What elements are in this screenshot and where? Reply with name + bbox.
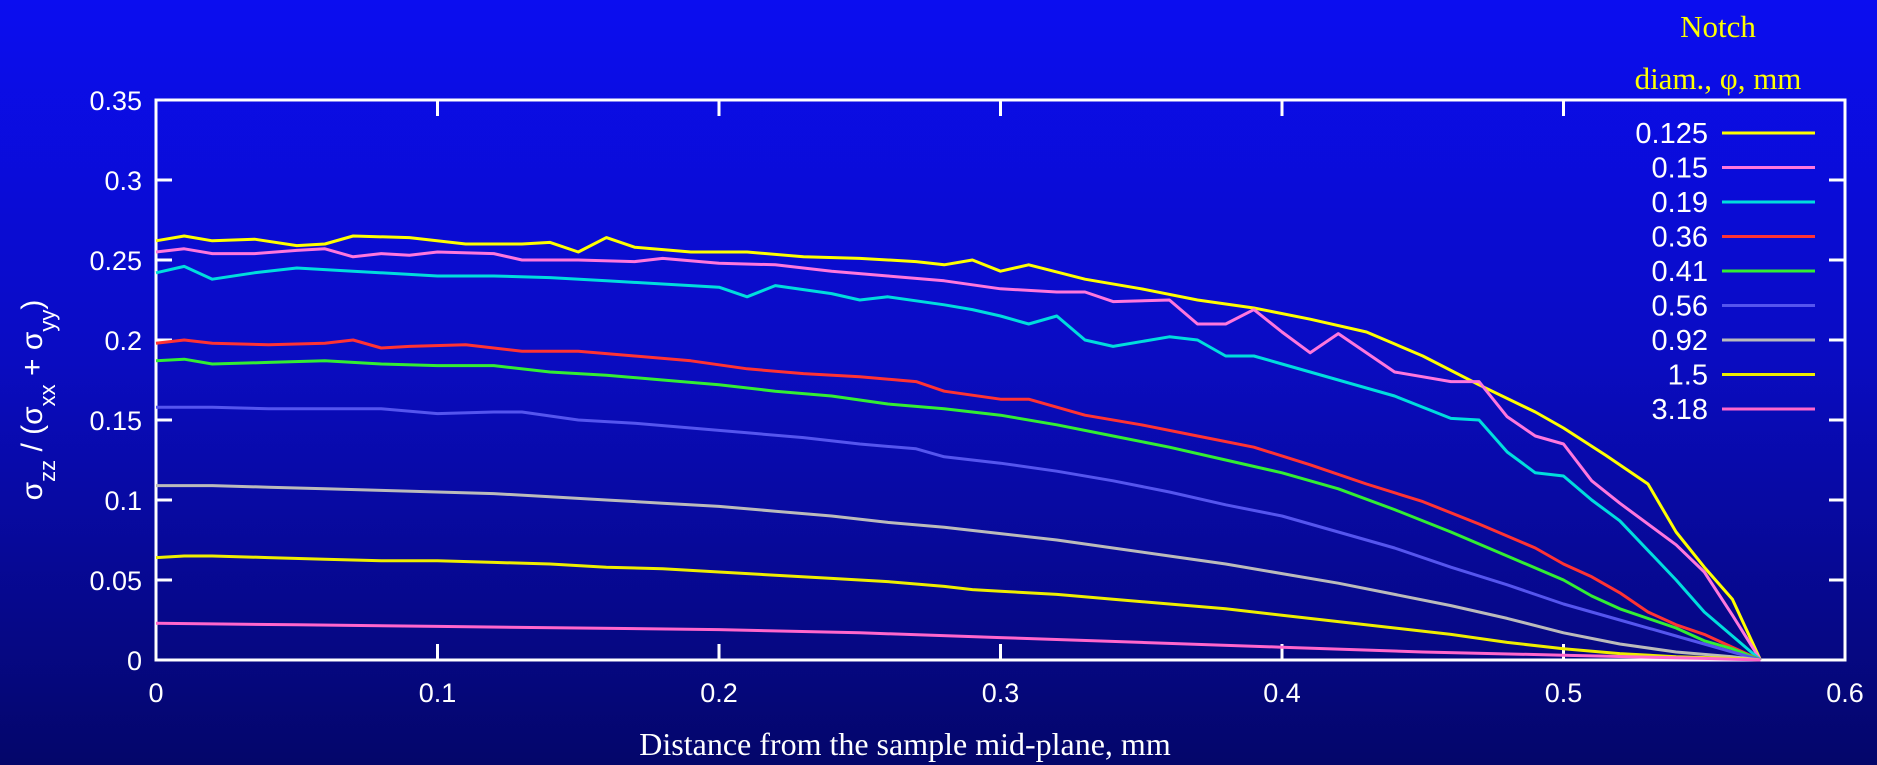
y-tick-label: 0.15 bbox=[89, 406, 142, 436]
y-axis-label: σzz / (σxx + σyy) bbox=[16, 300, 60, 501]
x-tick-label: 0.3 bbox=[982, 678, 1020, 708]
legend-label: 3.18 bbox=[1652, 394, 1708, 426]
legend-label: 0.92 bbox=[1652, 325, 1708, 357]
series-line-0.19 bbox=[155, 264, 1762, 662]
legend-label: 0.15 bbox=[1652, 153, 1708, 185]
legend: Notch diam., φ, mm 0.1250.150.190.360.41… bbox=[1635, 9, 1815, 426]
series-line-1.5 bbox=[155, 554, 1761, 662]
y-tick-label: 0 bbox=[127, 646, 142, 676]
y-tick-label: 0.25 bbox=[89, 246, 142, 276]
legend-title-line1: Notch bbox=[1680, 9, 1756, 44]
series-line-0.15 bbox=[155, 247, 1762, 661]
series-line-0.125 bbox=[155, 234, 1762, 661]
x-tick-label: 0.4 bbox=[1263, 678, 1301, 708]
series-line-3.18 bbox=[155, 621, 1761, 662]
x-tick-label: 0.6 bbox=[1826, 678, 1864, 708]
series-lines bbox=[155, 234, 1762, 662]
series-line-0.41 bbox=[155, 357, 1762, 662]
axes: 0 0.1 0.2 0.3 0.4 0.5 0.6 0 0.05 0.1 0.15 0.2 0.25 0.… bbox=[89, 86, 1863, 708]
y-tick-label: 0.3 bbox=[104, 166, 142, 196]
y-tick-label: 0.1 bbox=[104, 486, 142, 516]
x-tick-label: 0 bbox=[148, 678, 163, 708]
y-tick-label: 0.05 bbox=[89, 566, 142, 596]
legend-label: 0.36 bbox=[1652, 222, 1708, 254]
series-line-0.92 bbox=[156, 484, 1761, 662]
x-axis-label: Distance from the sample mid-plane, mm bbox=[639, 726, 1171, 762]
x-tick-label: 0.1 bbox=[419, 678, 457, 708]
y-tick-label: 0.2 bbox=[104, 326, 142, 356]
x-tick-label: 0.5 bbox=[1545, 678, 1583, 708]
y-tick-label: 0.35 bbox=[89, 86, 142, 116]
x-tick-label: 0.2 bbox=[700, 678, 738, 708]
legend-label: 0.41 bbox=[1652, 256, 1708, 288]
legend-title-line2: diam., φ, mm bbox=[1635, 61, 1802, 96]
series-line-0.36 bbox=[155, 338, 1762, 662]
legend-label: 0.56 bbox=[1652, 291, 1708, 323]
legend-label: 0.19 bbox=[1652, 187, 1708, 219]
series-line-0.56 bbox=[156, 405, 1761, 662]
legend-label: 0.125 bbox=[1635, 118, 1708, 150]
legend-label: 1.5 bbox=[1668, 360, 1708, 392]
